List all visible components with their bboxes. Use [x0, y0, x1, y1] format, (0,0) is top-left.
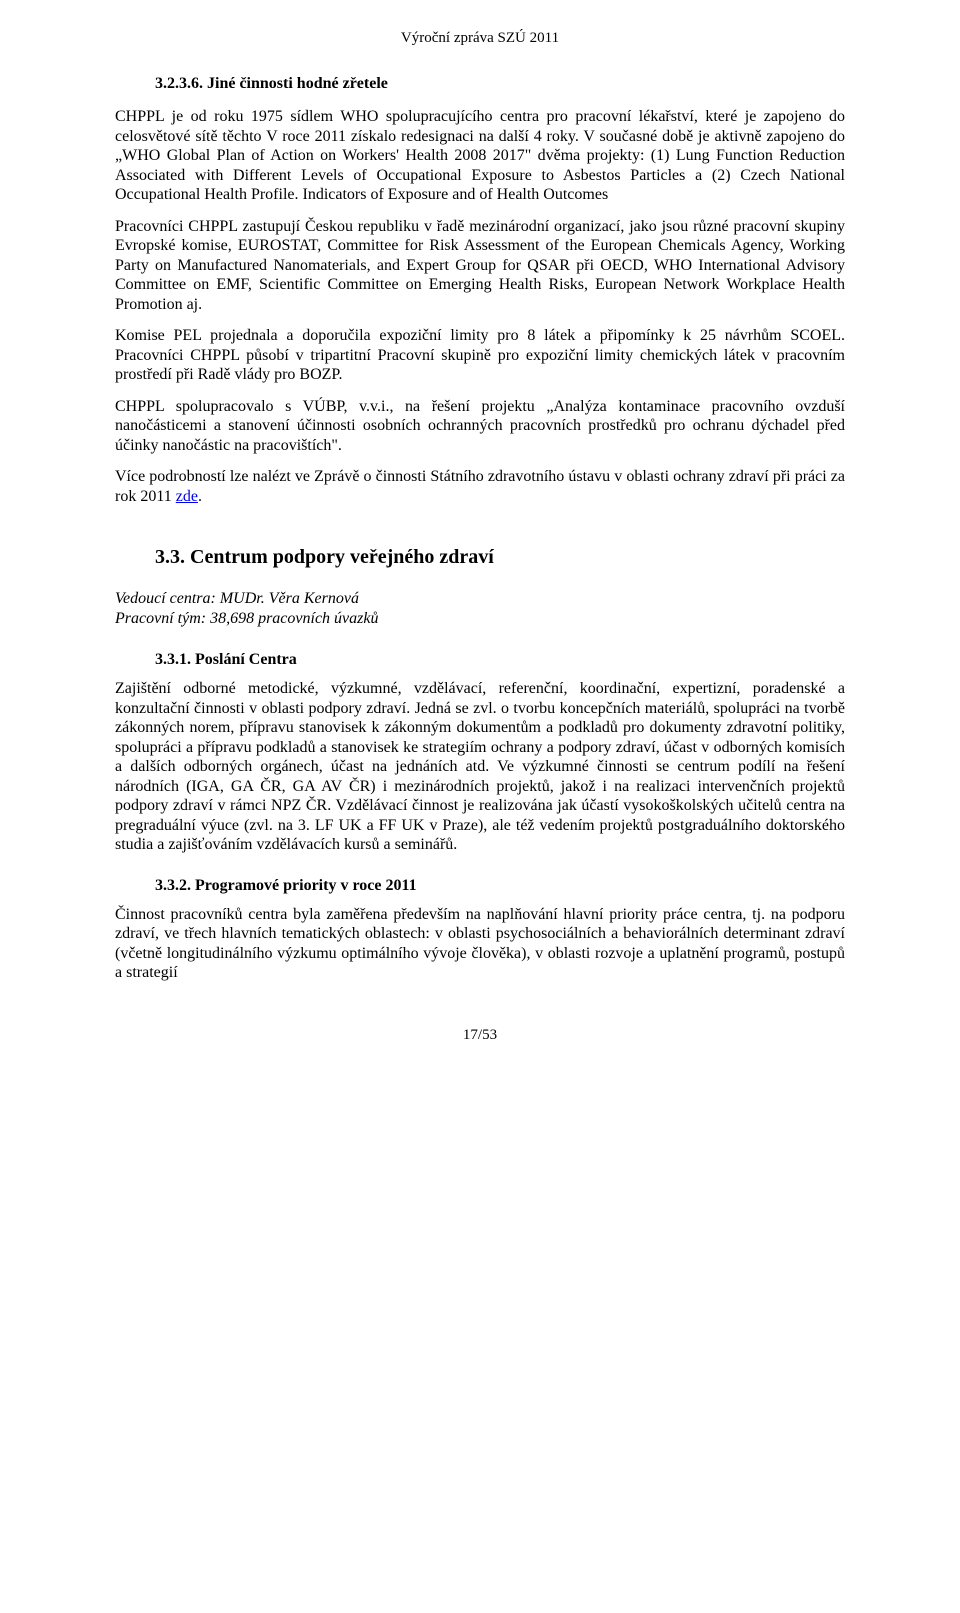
heading-3-3-2: 3.3.2. Programové priority v roce 2011	[155, 877, 845, 895]
page-footer: 17/53	[115, 1027, 845, 1044]
text-run: Více podrobností lze nalézt ve Zprávě o …	[115, 468, 845, 505]
leader-line: Vedoucí centra: MUDr. Věra Kernová	[115, 589, 845, 609]
paragraph: CHPPL je od roku 1975 sídlem WHO spolupr…	[115, 107, 845, 205]
paragraph: Více podrobností lze nalézt ve Zprávě o …	[115, 467, 845, 506]
text-run: .	[198, 488, 202, 505]
paragraph: Pracovníci CHPPL zastupují Českou republ…	[115, 217, 845, 315]
paragraph: Činnost pracovníků centra byla zaměřena …	[115, 905, 845, 983]
paragraph: Zajištění odborné metodické, výzkumné, v…	[115, 679, 845, 855]
team-line: Pracovní tým: 38,698 pracovních úvazků	[115, 609, 845, 629]
heading-3-3: 3.3. Centrum podpory veřejného zdraví	[155, 546, 845, 569]
link-zde[interactable]: zde	[176, 488, 198, 505]
page-header: Výroční zpráva SZÚ 2011	[115, 30, 845, 47]
heading-3-2-3-6: 3.2.3.6. Jiné činnosti hodné zřetele	[155, 75, 845, 93]
paragraph: CHPPL spolupracovalo s VÚBP, v.v.i., na …	[115, 397, 845, 456]
heading-3-3-1: 3.3.1. Poslání Centra	[155, 651, 845, 669]
paragraph: Komise PEL projednala a doporučila expoz…	[115, 326, 845, 385]
